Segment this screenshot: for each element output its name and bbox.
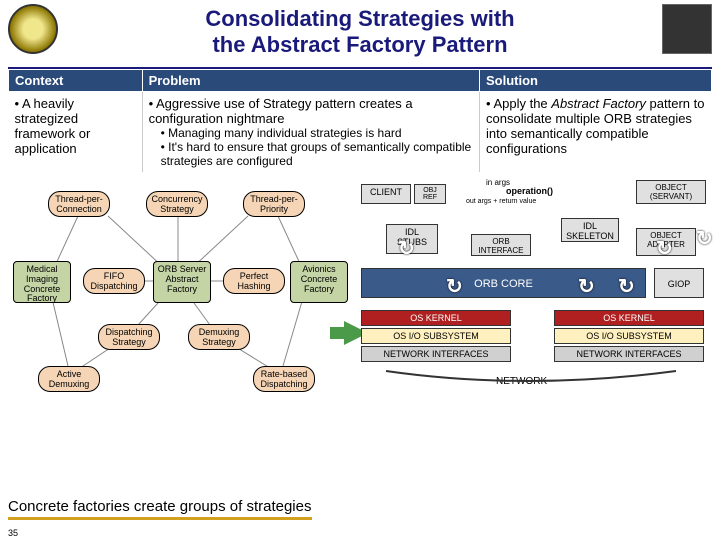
- node-perfect-hash: Perfect Hashing: [223, 268, 285, 294]
- problem-sub2: It's hard to ensure that groups of seman…: [161, 140, 473, 168]
- rbox-orbcore: ORB CORE: [361, 268, 646, 298]
- title-line2: the Abstract Factory Pattern: [212, 32, 507, 57]
- node-active-demux: Active Demuxing: [38, 366, 100, 392]
- caption: Concrete factories create groups of stra…: [8, 498, 312, 520]
- hook-icon-2: ↻: [446, 274, 463, 299]
- rbox-giop: GIOP: [654, 268, 704, 298]
- rbox-netif-r: NETWORK INTERFACES: [554, 346, 704, 362]
- node-orb-abstract-factory: ORB Server Abstract Factory: [153, 261, 211, 303]
- rbox-iosub-l: OS I/O SUBSYSTEM: [361, 328, 511, 344]
- solution-text: Apply the Abstract Factory pattern to co…: [486, 96, 706, 156]
- hook-icon-3: ↻: [578, 274, 595, 299]
- logo-left: [8, 4, 58, 54]
- node-dispatch-strat: Dispatching Strategy: [98, 324, 160, 350]
- label-network: NETWORK: [496, 376, 547, 387]
- td-context: A heavily strategized framework or appli…: [9, 91, 143, 172]
- rbox-iosub-r: OS I/O SUBSYSTEM: [554, 328, 704, 344]
- hook-icon-4: ↻: [618, 274, 635, 299]
- context-text: A heavily strategized framework or appli…: [15, 96, 136, 156]
- node-fifo: FIFO Dispatching: [83, 268, 145, 294]
- node-demux-strat: Demuxing Strategy: [188, 324, 250, 350]
- th-problem: Problem: [142, 69, 479, 91]
- rbox-osk-r: OS KERNEL: [554, 310, 704, 326]
- node-thread-per-conn: Thread-per-Connection: [48, 191, 110, 217]
- label-outargs: out args + return value: [466, 198, 536, 205]
- diagram-right: CLIENT OBJ REF in args operation() out a…: [356, 176, 716, 456]
- node-medical-factory: Medical Imaging Concrete Factory: [13, 261, 71, 303]
- page-title: Consolidating Strategies with the Abstra…: [0, 0, 720, 67]
- hook-icon-1: ↻: [398, 236, 415, 261]
- title-line1: Consolidating Strategies with: [205, 6, 514, 31]
- node-avionics-factory: Avionics Concrete Factory: [290, 261, 348, 303]
- rbox-skel: IDL SKELETON: [561, 218, 619, 242]
- logo-right: [662, 4, 712, 54]
- rbox-object: OBJECT (SERVANT): [636, 180, 706, 204]
- diagram-left: Thread-per-Connection Concurrency Strate…: [8, 176, 348, 416]
- label-operation: operation(): [506, 186, 553, 196]
- node-thread-per-prio: Thread-per-Priority: [243, 191, 305, 217]
- page-number: 35: [8, 528, 18, 538]
- node-concurrency: Concurrency Strategy: [146, 191, 208, 217]
- hook-icon-6: ↻: [696, 226, 713, 251]
- diagrams-area: Thread-per-Connection Concurrency Strate…: [0, 176, 720, 456]
- td-solution: Apply the Abstract Factory pattern to co…: [480, 91, 712, 172]
- rbox-objref: OBJ REF: [414, 184, 446, 204]
- rbox-netif-l: NETWORK INTERFACES: [361, 346, 511, 362]
- problem-main: Aggressive use of Strategy pattern creat…: [149, 96, 473, 126]
- problem-sub1: Managing many individual strategies is h…: [161, 126, 473, 140]
- th-context: Context: [9, 69, 143, 91]
- th-solution: Solution: [480, 69, 712, 91]
- rbox-client: CLIENT: [361, 184, 411, 204]
- rbox-orbif: ORB INTERFACE: [471, 234, 531, 256]
- rbox-osk-l: OS KERNEL: [361, 310, 511, 326]
- cps-table: Context Problem Solution A heavily strat…: [8, 69, 712, 172]
- td-problem: Aggressive use of Strategy pattern creat…: [142, 91, 479, 172]
- hook-icon-5: ↻: [656, 236, 673, 261]
- node-rate-dispatch: Rate-based Dispatching: [253, 366, 315, 392]
